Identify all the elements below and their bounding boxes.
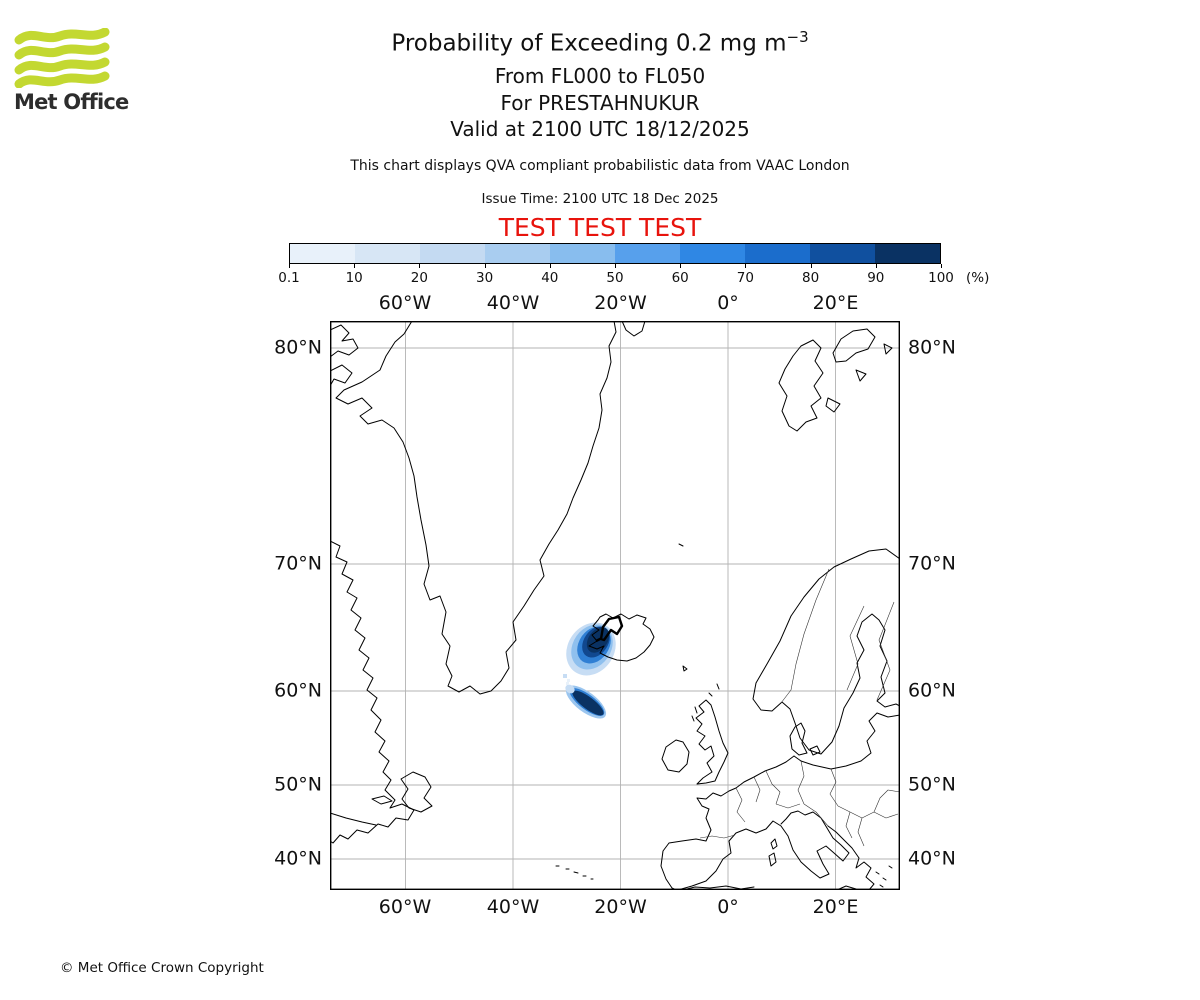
colorbar-tickmark [941, 264, 942, 268]
colorbar-tickmark [484, 264, 486, 268]
colorbar-tick-label: 50 [606, 270, 624, 286]
lon-label-bottom: 20°W [594, 896, 647, 918]
colorbar-tickmark [680, 264, 682, 268]
lat-label-right: 70°N [908, 552, 956, 575]
coastlines [330, 321, 900, 890]
lon-label-top: 60°W [378, 292, 432, 314]
colorbar-tickmark [354, 264, 356, 268]
colorbar-tickmark [615, 264, 616, 268]
subtitle-volcano: For PRESTAHNUKUR [500, 91, 700, 115]
country-borders [699, 568, 900, 847]
colorbar-segment [550, 244, 615, 263]
lat-label-right: 50°N [908, 773, 956, 796]
graticule-grid [330, 321, 900, 890]
lat-label-left: 70°N [274, 552, 322, 575]
probability-colorbar [289, 243, 941, 264]
colorbar-tick-label: 0.1 [278, 270, 300, 286]
test-banner: TEST TEST TEST [498, 213, 702, 242]
colorbar-tick-label: 100 [928, 270, 954, 286]
lat-label-left: 40°N [274, 847, 322, 870]
lon-label-bottom: 60°W [378, 896, 432, 918]
colorbar-tickmark [419, 264, 421, 268]
subtitle-valid-time: Valid at 2100 UTC 18/12/2025 [450, 117, 750, 141]
lat-label-right: 40°N [908, 847, 956, 870]
colorbar-segment [615, 244, 680, 263]
colorbar-tick-label: 30 [476, 270, 494, 286]
copyright-notice: © Met Office Crown Copyright [60, 960, 264, 976]
met-office-logo-text: Met Office [14, 90, 129, 114]
colorbar-tick-label: 90 [867, 270, 885, 286]
colorbar-segment [680, 244, 745, 263]
colorbar-segment [745, 244, 810, 263]
lon-label-bottom: 40°W [486, 896, 540, 918]
ash-probability-plume-primary [563, 622, 616, 682]
colorbar-tickmark [745, 264, 747, 268]
colorbar-segment [290, 244, 355, 263]
lon-label-bottom: 20°E [812, 896, 859, 918]
lat-label-right: 60°N [908, 679, 956, 702]
north-atlantic-map [330, 321, 900, 890]
colorbar-segment [355, 244, 420, 263]
map-frame [330, 321, 900, 890]
colorbar-tick-label: 20 [410, 270, 428, 286]
qva-disclaimer: This chart displays QVA compliant probab… [350, 158, 850, 174]
subtitle-flight-levels: From FL000 to FL050 [494, 64, 706, 88]
lat-label-left: 50°N [274, 773, 322, 796]
lat-label-left: 80°N [274, 336, 322, 359]
lon-label-top: 20°E [812, 292, 859, 314]
colorbar-tick-label: 70 [736, 270, 754, 286]
colorbar-segment [485, 244, 550, 263]
lon-label-top: 0° [717, 292, 739, 314]
colorbar-segment [875, 244, 940, 263]
colorbar-segment [420, 244, 485, 263]
lon-label-top: 20°W [594, 292, 647, 314]
colorbar-tick-label: 10 [345, 270, 363, 286]
lat-label-left: 60°N [274, 679, 322, 702]
lon-label-top: 40°W [486, 292, 540, 314]
ash-probability-plume-secondary [565, 682, 607, 719]
chart-title: Probability of Exceeding 0.2 mg m−3 [0, 28, 1200, 57]
colorbar-tick-label: 60 [671, 270, 689, 286]
colorbar-segment [810, 244, 875, 263]
colorbar-tickmark [549, 264, 551, 268]
lon-label-bottom: 0° [717, 896, 739, 918]
colorbar-tick-label: 80 [802, 270, 820, 286]
colorbar-unit-label: (%) [966, 270, 990, 286]
colorbar-tick-label: 40 [541, 270, 559, 286]
lat-label-right: 80°N [908, 336, 956, 359]
volcano-source-marker-icon [595, 615, 624, 643]
chart-title-text: Probability of Exceeding 0.2 mg m [391, 30, 787, 57]
colorbar-tickmark [289, 264, 290, 268]
met-office-waves-icon [14, 27, 110, 89]
colorbar-tickmark [810, 264, 812, 268]
chart-title-exponent: −3 [786, 28, 809, 46]
met-office-logo: Met Office [14, 27, 129, 116]
colorbar-tickmark [875, 264, 877, 268]
issue-time: Issue Time: 2100 UTC 18 Dec 2025 [481, 191, 719, 207]
